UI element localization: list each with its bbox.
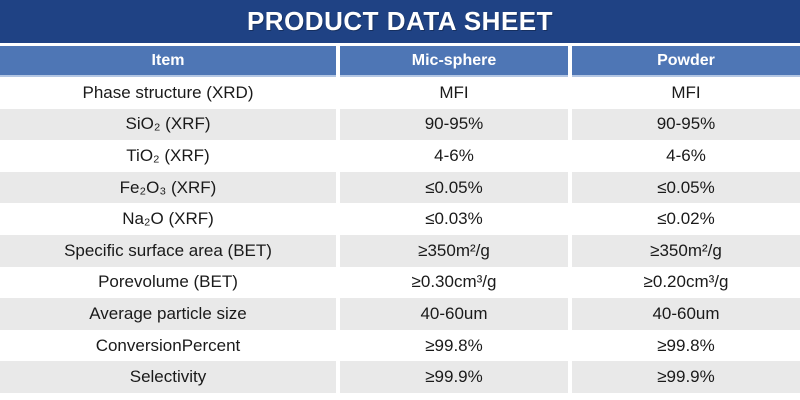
page-title: PRODUCT DATA SHEET bbox=[246, 6, 554, 36]
mic-sphere-cell: ≥0.30cm³/g bbox=[340, 266, 568, 299]
table-row-na2o: Na₂O (XRF) ≤0.03% ≤0.02% bbox=[0, 203, 800, 235]
table-row-tio2: TiO₂ (XRF) 4-6% 4-6% bbox=[0, 140, 800, 172]
column-header-mic-sphere: Mic-sphere bbox=[340, 46, 568, 77]
powder-cell: MFI bbox=[572, 77, 800, 109]
table-row-fe2o3: Fe₂O₃ (XRF) ≤0.05% ≤0.05% bbox=[0, 171, 800, 204]
column-header-item: Item bbox=[0, 46, 336, 77]
mic-sphere-cell: ≤0.05% bbox=[340, 171, 568, 204]
table-row-average-particle-size: Average particle size 40-60um 40-60um bbox=[0, 298, 800, 330]
item-cell: Na₂O (XRF) bbox=[0, 203, 336, 235]
table-header-row: Item Mic-sphere Powder bbox=[0, 46, 800, 77]
item-cell: Selectivity bbox=[0, 361, 336, 393]
item-cell: SiO₂ (XRF) bbox=[0, 108, 336, 141]
item-cell: Porevolume (BET) bbox=[0, 266, 336, 299]
item-cell: Phase structure (XRD) bbox=[0, 77, 336, 109]
powder-cell: ≥99.8% bbox=[572, 329, 800, 362]
item-cell: Fe₂O₃ (XRF) bbox=[0, 171, 336, 204]
table-row-conversion-percent: ConversionPercent ≥99.8% ≥99.8% bbox=[0, 329, 800, 362]
table-row-phase-structure: Phase structure (XRD) MFI MFI bbox=[0, 77, 800, 109]
table-row-porevolume: Porevolume (BET) ≥0.30cm³/g ≥0.20cm³/g bbox=[0, 266, 800, 299]
powder-cell: ≥350m²/g bbox=[572, 234, 800, 267]
mic-sphere-cell: ≥350m²/g bbox=[340, 234, 568, 267]
powder-cell: 90-95% bbox=[572, 108, 800, 141]
item-cell: Average particle size bbox=[0, 298, 336, 330]
spec-table: Item Mic-sphere Powder Phase structure (… bbox=[0, 46, 800, 393]
item-cell: ConversionPercent bbox=[0, 329, 336, 362]
item-cell: Specific surface area (BET) bbox=[0, 234, 336, 267]
item-cell: TiO₂ (XRF) bbox=[0, 140, 336, 172]
table-row-selectivity: Selectivity ≥99.9% ≥99.9% bbox=[0, 361, 800, 393]
powder-cell: 40-60um bbox=[572, 298, 800, 330]
title-banner: PRODUCT DATA SHEET bbox=[0, 0, 800, 43]
mic-sphere-cell: 4-6% bbox=[340, 140, 568, 172]
powder-cell: ≥99.9% bbox=[572, 361, 800, 393]
powder-cell: ≥0.20cm³/g bbox=[572, 266, 800, 299]
mic-sphere-cell: ≥99.9% bbox=[340, 361, 568, 393]
powder-cell: ≤0.02% bbox=[572, 203, 800, 235]
table-row-sio2: SiO₂ (XRF) 90-95% 90-95% bbox=[0, 108, 800, 141]
powder-cell: ≤0.05% bbox=[572, 171, 800, 204]
table-row-specific-surface-area: Specific surface area (BET) ≥350m²/g ≥35… bbox=[0, 234, 800, 267]
mic-sphere-cell: MFI bbox=[340, 77, 568, 109]
column-header-powder: Powder bbox=[572, 46, 800, 77]
mic-sphere-cell: 40-60um bbox=[340, 298, 568, 330]
powder-cell: 4-6% bbox=[572, 140, 800, 172]
mic-sphere-cell: ≥99.8% bbox=[340, 329, 568, 362]
mic-sphere-cell: 90-95% bbox=[340, 108, 568, 141]
mic-sphere-cell: ≤0.03% bbox=[340, 203, 568, 235]
